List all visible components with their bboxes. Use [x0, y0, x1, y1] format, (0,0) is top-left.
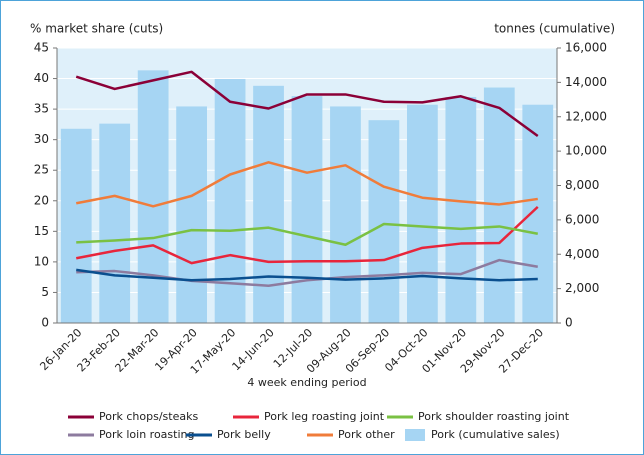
legend-label: Pork chops/steaks — [99, 410, 198, 423]
y-tick-label: 15 — [34, 224, 49, 238]
y2-tick-label: 8,000 — [565, 178, 599, 192]
bar — [99, 123, 131, 323]
y2-tick-label: 14,000 — [565, 75, 607, 89]
bar — [137, 70, 169, 323]
y2-tick-label: 16,000 — [565, 41, 607, 55]
y2-tick-label: 6,000 — [565, 212, 599, 226]
y-tick-label: 30 — [34, 132, 49, 146]
bar — [407, 104, 438, 323]
bar — [522, 104, 554, 323]
legend-label: Pork (cumulative sales) — [431, 428, 560, 441]
bar — [214, 78, 246, 323]
legend-label: Pork belly — [217, 428, 271, 441]
line — [76, 268, 538, 282]
bar — [60, 128, 92, 323]
y-tick-label: 40 — [34, 71, 49, 85]
y-tick-label: 20 — [34, 193, 49, 207]
y2-tick-label: 10,000 — [565, 144, 607, 158]
bar — [253, 85, 284, 323]
bar — [330, 106, 361, 323]
y2-tick-label: 0 — [565, 316, 573, 330]
x-axis-title: 4 week ending period — [247, 376, 366, 389]
bar — [176, 106, 207, 323]
line — [76, 222, 539, 247]
legend-swatch — [405, 429, 425, 441]
legend-label: Pork leg roasting joint — [264, 410, 385, 423]
line — [76, 258, 538, 287]
line — [75, 161, 538, 208]
y2-tick-label: 12,000 — [565, 109, 607, 123]
bar — [445, 96, 477, 323]
legend-label: Pork shoulder roasting joint — [418, 410, 570, 423]
y-tick-label: 45 — [34, 41, 49, 55]
y-tick-label: 10 — [34, 254, 49, 268]
y-axis-title: % market share (cuts) — [30, 22, 163, 36]
bar — [291, 96, 323, 323]
y-tick-label: 35 — [34, 102, 49, 116]
legend-label: Pork loin roasting — [99, 428, 194, 441]
y2-axis-title: tonnes (cumulative) — [494, 22, 615, 36]
y2-tick-label: 4,000 — [565, 247, 599, 261]
bar — [368, 120, 400, 323]
y-tick-label: 25 — [34, 163, 49, 177]
y-tick-label: 0 — [41, 316, 49, 330]
legend-label: Pork other — [338, 428, 395, 441]
line — [75, 205, 539, 265]
y2-tick-label: 2,000 — [565, 281, 599, 295]
line — [75, 70, 539, 138]
y-tick-label: 5 — [41, 285, 49, 299]
